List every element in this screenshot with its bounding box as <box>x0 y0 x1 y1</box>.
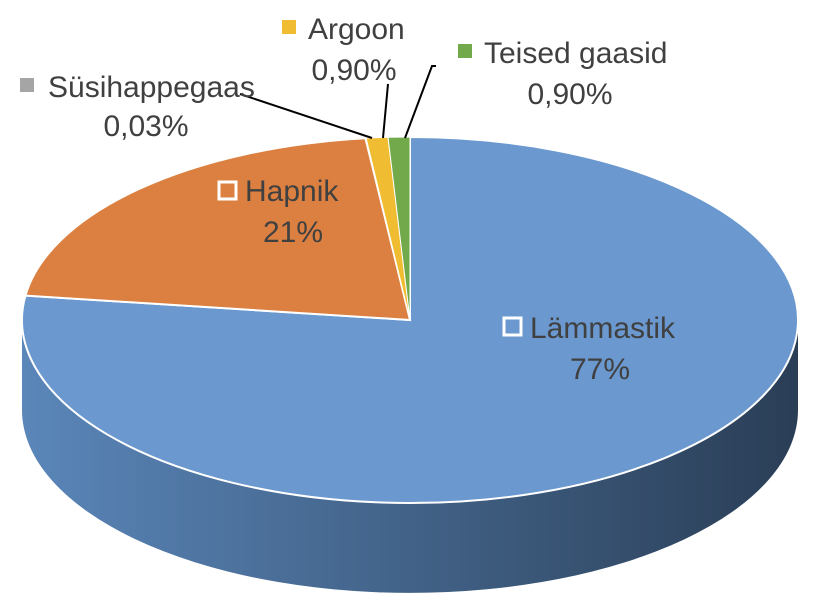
pie-side-wall <box>22 320 798 593</box>
label-hapnik-value: 21% <box>263 216 323 249</box>
slice-lammastik <box>21 135 799 504</box>
label-susihappegaas-name: Süsihappegaas <box>48 71 255 104</box>
label-teised-gaasid-name: Teised gaasid <box>484 37 667 70</box>
leader-lines <box>239 65 436 139</box>
label-teised-gaasid-value: 0,90% <box>527 78 612 111</box>
leader-line-argoon <box>382 83 389 139</box>
label-lammastik-name: Lämmastik <box>530 312 676 345</box>
legend-key-susihappegaas <box>20 78 34 92</box>
label-susihappegaas-value: 0,03% <box>103 110 188 143</box>
legend-key-argoon <box>282 20 296 34</box>
label-argoon-value: 0,90% <box>311 54 396 87</box>
legend-key-teised-gaasid <box>458 44 472 58</box>
leader-line-teised-gaasid <box>404 65 436 139</box>
slice-hapnik <box>24 137 412 322</box>
legend-key-lammastik <box>502 316 523 337</box>
leader-line-susihappegaas <box>239 93 373 139</box>
slice-teised-gaasid <box>387 136 411 321</box>
legend-key-hapnik <box>217 180 238 201</box>
label-lammastik-value: 77% <box>570 353 630 386</box>
label-argoon-name: Argoon <box>308 13 405 46</box>
label-hapnik-name: Hapnik <box>245 175 339 208</box>
